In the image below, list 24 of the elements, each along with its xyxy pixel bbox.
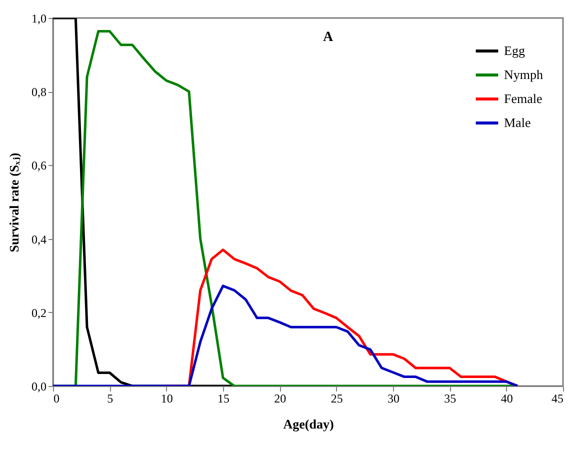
x-tick-label: 20 [274, 392, 286, 406]
x-axis-title: Age(day) [283, 416, 334, 432]
x-tick-label: 40 [500, 392, 513, 406]
x-tick-label: 0 [54, 392, 60, 406]
y-axis-title: Survival rate (Sₓⱼ) [6, 152, 22, 252]
line-series [53, 284, 519, 386]
text: A [322, 30, 334, 45]
y-tick-label: 0,6 [32, 158, 46, 173]
y-tick-label: 0,0 [32, 380, 46, 394]
x-tick-label: 25 [330, 392, 343, 406]
y-tick-label: 0,4 [32, 232, 46, 246]
x-tick-label: 15 [218, 392, 230, 406]
x-tick-label: 35 [444, 392, 456, 406]
legend-label: Egg [504, 43, 526, 58]
legend-label: Nymph [504, 67, 544, 82]
x-tick-label: 5 [107, 392, 114, 406]
x-tick-label: 45 [552, 392, 564, 406]
x-tick-label: 10 [160, 392, 173, 406]
legend-label: Male [504, 115, 531, 130]
y-tick-label: 0,8 [32, 85, 46, 100]
y-tick-label: 0,2 [32, 306, 46, 320]
y-tick-label: 1,0 [32, 12, 46, 26]
x-tick-label: 30 [388, 392, 400, 406]
legend-label: Female [504, 91, 542, 106]
